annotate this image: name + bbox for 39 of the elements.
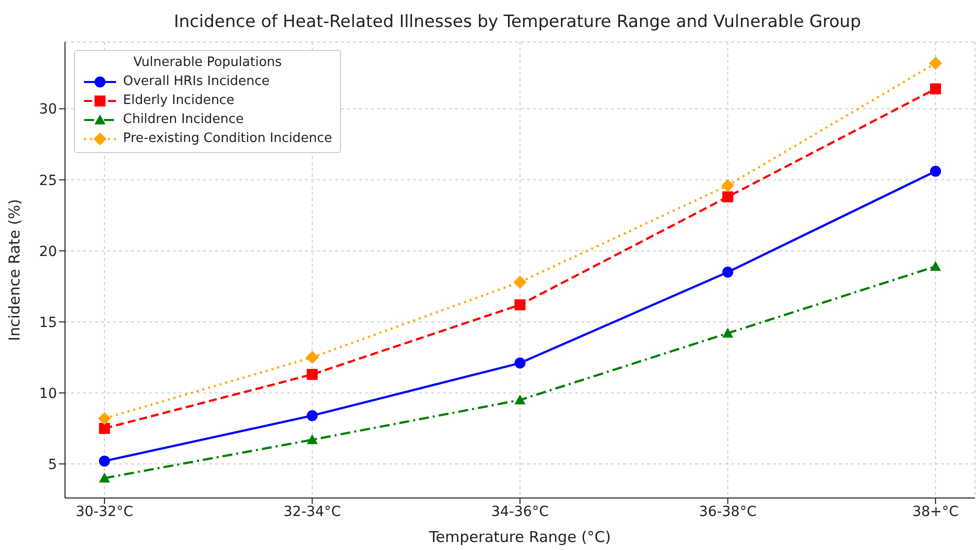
legend-label: Elderly Incidence xyxy=(123,93,234,108)
point xyxy=(930,260,942,271)
legend-label: Pre-existing Condition Incidence xyxy=(123,131,332,146)
point xyxy=(306,410,318,422)
x-tick-label: 32-34°C xyxy=(284,504,342,520)
y-tick-label: 30 xyxy=(39,102,57,118)
point xyxy=(929,56,942,70)
point xyxy=(98,456,110,467)
point xyxy=(306,350,319,364)
x-tick-label: 36-38°C xyxy=(699,504,757,520)
point xyxy=(98,422,110,434)
point xyxy=(514,394,526,404)
point xyxy=(514,358,526,369)
point xyxy=(306,368,318,380)
y-tick-label: 20 xyxy=(39,244,57,260)
x-tick-label: 30-32°C xyxy=(76,504,134,520)
point xyxy=(722,328,734,338)
point xyxy=(98,412,111,425)
legend-label: Children Incidence xyxy=(123,112,244,127)
y-tick-label: 10 xyxy=(39,386,57,402)
x-axis-title: Temperature Range (°C) xyxy=(428,528,611,546)
point xyxy=(306,434,318,444)
x-tick-label: 34-36°C xyxy=(491,504,549,520)
point xyxy=(514,276,526,289)
point xyxy=(722,266,734,278)
y-tick-label: 15 xyxy=(39,314,57,331)
x-tick-label: 38+°C xyxy=(912,504,959,520)
point xyxy=(722,191,734,202)
point xyxy=(930,83,942,94)
legend-label: Overall HRIs Incidence xyxy=(123,74,270,89)
point xyxy=(98,472,110,483)
chart-title: Incidence of Heat-Related Illnesses by Temperature Range and Vulnerable Group xyxy=(172,11,862,34)
legend-title: Vulnerable Populations xyxy=(132,55,283,70)
point xyxy=(721,178,734,192)
y-tick-label: 25 xyxy=(39,172,57,189)
point xyxy=(514,299,526,310)
y-tick-label: 5 xyxy=(48,456,57,473)
point xyxy=(930,166,942,177)
y-axis-title: Incidence Rate (%) xyxy=(5,199,24,341)
